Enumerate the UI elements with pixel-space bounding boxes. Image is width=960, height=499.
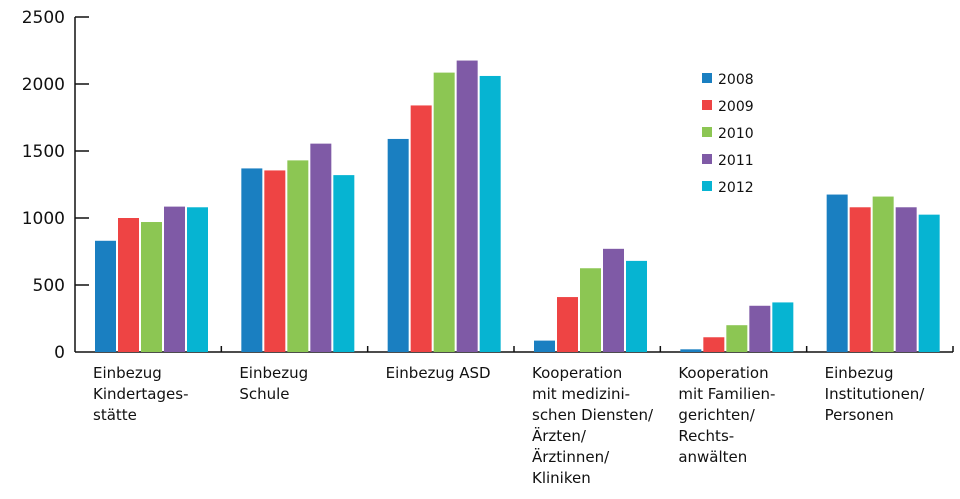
legend-swatch-2010 (702, 127, 712, 137)
bar-2012-cat-1 (333, 175, 355, 352)
y-tick-label: 2000 (22, 75, 65, 95)
y-tick-label: 500 (33, 276, 65, 296)
bar-2011-cat-0 (164, 206, 185, 352)
bar-2008-cat-4 (680, 349, 702, 352)
category-label: Personen (825, 406, 894, 424)
bar-2010-cat-4 (726, 325, 748, 352)
bar-2009-cat-0 (118, 218, 139, 352)
category-label: Einbezug (825, 364, 894, 382)
bar-2009-cat-1 (264, 170, 286, 352)
y-axis: 0 500 1000 1500 2000 2500 (22, 8, 89, 363)
legend-label-2009: 2009 (718, 99, 754, 115)
bar-2012-cat-4 (772, 302, 794, 352)
bar-2012-cat-5 (918, 214, 940, 352)
bar-2009-cat-4 (703, 337, 725, 352)
category-label: Kindertages- (93, 385, 188, 403)
category-label: Kooperation (532, 364, 622, 382)
bar-2008-cat-5 (826, 194, 848, 352)
legend-label-2011: 2011 (718, 153, 754, 169)
legend-label-2010: 2010 (718, 126, 754, 142)
bar-2012-cat-2 (479, 75, 501, 353)
category-label: Einbezug (239, 364, 308, 382)
category-label: gerichten/ (678, 406, 755, 424)
y-tick-label: 2500 (22, 8, 65, 28)
category-label: Rechts- (678, 427, 734, 445)
bar-2008-cat-2 (387, 138, 409, 352)
bar-2010-cat-0 (141, 222, 162, 352)
category-label: mit medizini- (532, 385, 630, 403)
bar-2012-cat-0 (187, 207, 208, 352)
bar-2011-cat-3 (603, 248, 624, 352)
category-label: schen Diensten/ (532, 406, 654, 424)
category-label: Ärzten/ (532, 426, 587, 445)
legend-swatch-2008 (702, 73, 712, 83)
bars (95, 60, 940, 353)
bar-2010-cat-2 (433, 72, 455, 353)
y-tick-label: 1000 (22, 209, 65, 229)
y-tick-label: 0 (54, 343, 65, 363)
category-label: Institutionen/ (825, 385, 926, 403)
legend-label-2008: 2008 (718, 72, 754, 88)
legend: 2008 2009 2010 2011 2012 (702, 72, 754, 196)
category-label: Einbezug ASD (386, 364, 491, 382)
bar-2008-cat-1 (241, 168, 263, 352)
bar-2009-cat-2 (410, 105, 432, 352)
category-label: stätte (93, 406, 137, 424)
legend-swatch-2012 (702, 181, 712, 191)
category-label: Schule (239, 385, 289, 403)
category-label: Einbezug (93, 364, 162, 382)
legend-label-2012: 2012 (718, 180, 754, 196)
bar-2010-cat-5 (872, 196, 894, 352)
bar-2010-cat-3 (580, 268, 601, 352)
legend-swatch-2011 (702, 154, 712, 164)
bar-2012-cat-3 (626, 260, 647, 352)
category-label: mit Familien- (678, 385, 775, 403)
category-label: Ärztinnen/ (532, 447, 610, 466)
bar-2009-cat-3 (557, 297, 578, 352)
y-tick-label: 1500 (22, 142, 65, 162)
category-label: Kliniken (532, 469, 591, 487)
category-label: Kooperation (678, 364, 768, 382)
bar-2009-cat-5 (849, 207, 871, 352)
bar-2011-cat-2 (456, 60, 478, 353)
legend-swatch-2009 (702, 100, 712, 110)
category-label: anwälten (678, 448, 747, 466)
bar-2008-cat-3 (534, 340, 555, 352)
x-axis: Einbezug Kindertages-stätte Einbezug Schule… (75, 346, 954, 487)
bar-2008-cat-0 (95, 240, 116, 352)
bar-2011-cat-4 (749, 305, 771, 352)
bar-2011-cat-1 (310, 143, 332, 352)
bar-2011-cat-5 (895, 207, 917, 352)
bar-2010-cat-1 (287, 160, 309, 352)
